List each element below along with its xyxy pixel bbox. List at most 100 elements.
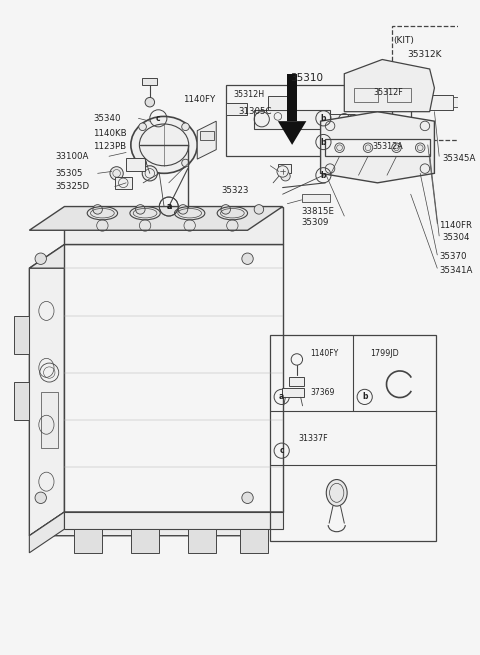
Text: 1123PB: 1123PB [93, 142, 126, 151]
Polygon shape [344, 60, 434, 112]
Circle shape [142, 166, 157, 181]
Text: 35310: 35310 [290, 73, 323, 83]
Polygon shape [288, 74, 297, 121]
Text: 35312K: 35312K [408, 50, 442, 59]
Polygon shape [29, 244, 283, 268]
Circle shape [363, 143, 373, 153]
Text: 1799JD: 1799JD [370, 348, 399, 358]
Polygon shape [278, 121, 306, 145]
Text: 35305: 35305 [55, 169, 83, 178]
Bar [142, 77, 157, 85]
Circle shape [139, 159, 146, 167]
Bar [282, 388, 304, 398]
Polygon shape [29, 512, 283, 536]
Bar [330, 113, 354, 125]
Bar [401, 94, 454, 110]
Circle shape [135, 204, 145, 214]
Ellipse shape [131, 117, 197, 174]
Polygon shape [64, 512, 283, 529]
Text: 35325D: 35325D [55, 182, 89, 191]
Circle shape [182, 123, 189, 130]
Polygon shape [14, 316, 29, 354]
Text: 1140FY: 1140FY [310, 348, 338, 358]
Circle shape [182, 159, 189, 167]
Polygon shape [64, 244, 283, 512]
Bar [226, 85, 411, 157]
Text: b: b [321, 114, 326, 123]
Text: 37369: 37369 [310, 388, 335, 397]
Bar [301, 195, 330, 202]
Polygon shape [29, 244, 64, 536]
Bar [289, 377, 304, 386]
Circle shape [35, 253, 47, 265]
Text: 35323: 35323 [221, 186, 249, 195]
Bar [268, 96, 288, 110]
Bar [278, 164, 291, 174]
Text: 1140KB: 1140KB [93, 129, 127, 138]
Text: 35345A: 35345A [442, 154, 475, 162]
Bar [454, 98, 470, 107]
Circle shape [392, 143, 401, 153]
Circle shape [416, 143, 425, 153]
Bar [270, 335, 436, 542]
Circle shape [335, 143, 344, 153]
Text: b: b [321, 138, 326, 147]
Text: 35309: 35309 [301, 218, 329, 227]
Text: a: a [166, 202, 171, 211]
Circle shape [242, 253, 253, 265]
Bar [392, 26, 480, 140]
Text: 35304: 35304 [442, 233, 469, 242]
Text: 1140FY: 1140FY [183, 95, 215, 104]
Polygon shape [74, 529, 102, 553]
Text: 31305C: 31305C [238, 107, 272, 116]
Text: 31337F: 31337F [299, 434, 328, 443]
Polygon shape [131, 529, 159, 553]
Circle shape [110, 167, 123, 180]
Bar [325, 140, 430, 157]
Polygon shape [240, 529, 268, 553]
Polygon shape [29, 512, 64, 553]
Circle shape [139, 123, 146, 130]
Circle shape [254, 204, 264, 214]
Text: 35312H: 35312H [233, 90, 264, 99]
Text: c: c [156, 114, 161, 123]
Circle shape [93, 204, 102, 214]
Text: 35370: 35370 [439, 252, 467, 261]
Text: 35312F: 35312F [373, 88, 403, 97]
Text: 33815E: 33815E [301, 207, 335, 215]
Circle shape [221, 204, 230, 214]
Text: 33100A: 33100A [55, 152, 88, 160]
Polygon shape [29, 206, 283, 231]
Polygon shape [188, 529, 216, 553]
Circle shape [178, 204, 188, 214]
Bar [387, 88, 411, 102]
Bar [115, 177, 132, 189]
Text: 35312A: 35312A [372, 142, 403, 151]
Circle shape [281, 172, 290, 181]
Text: 35341A: 35341A [439, 266, 472, 274]
Polygon shape [321, 112, 434, 183]
Bar [226, 103, 247, 115]
Polygon shape [14, 382, 29, 420]
Polygon shape [64, 206, 283, 244]
Bar [354, 88, 377, 102]
Circle shape [145, 98, 155, 107]
Circle shape [277, 166, 288, 177]
Text: (KIT): (KIT) [394, 36, 415, 45]
Text: 35340: 35340 [93, 114, 120, 123]
Text: a: a [279, 392, 284, 402]
Bar [200, 130, 215, 140]
Circle shape [35, 492, 47, 504]
Text: a: a [166, 202, 171, 211]
Polygon shape [197, 121, 216, 159]
Bar [126, 158, 145, 172]
Ellipse shape [326, 479, 347, 506]
Text: b: b [321, 171, 326, 179]
Text: 1140FR: 1140FR [439, 221, 472, 230]
Text: b: b [362, 392, 368, 402]
Circle shape [242, 492, 253, 504]
Bar [41, 392, 58, 449]
Bar [254, 110, 330, 129]
Text: c: c [279, 446, 284, 455]
Bar [415, 85, 428, 94]
